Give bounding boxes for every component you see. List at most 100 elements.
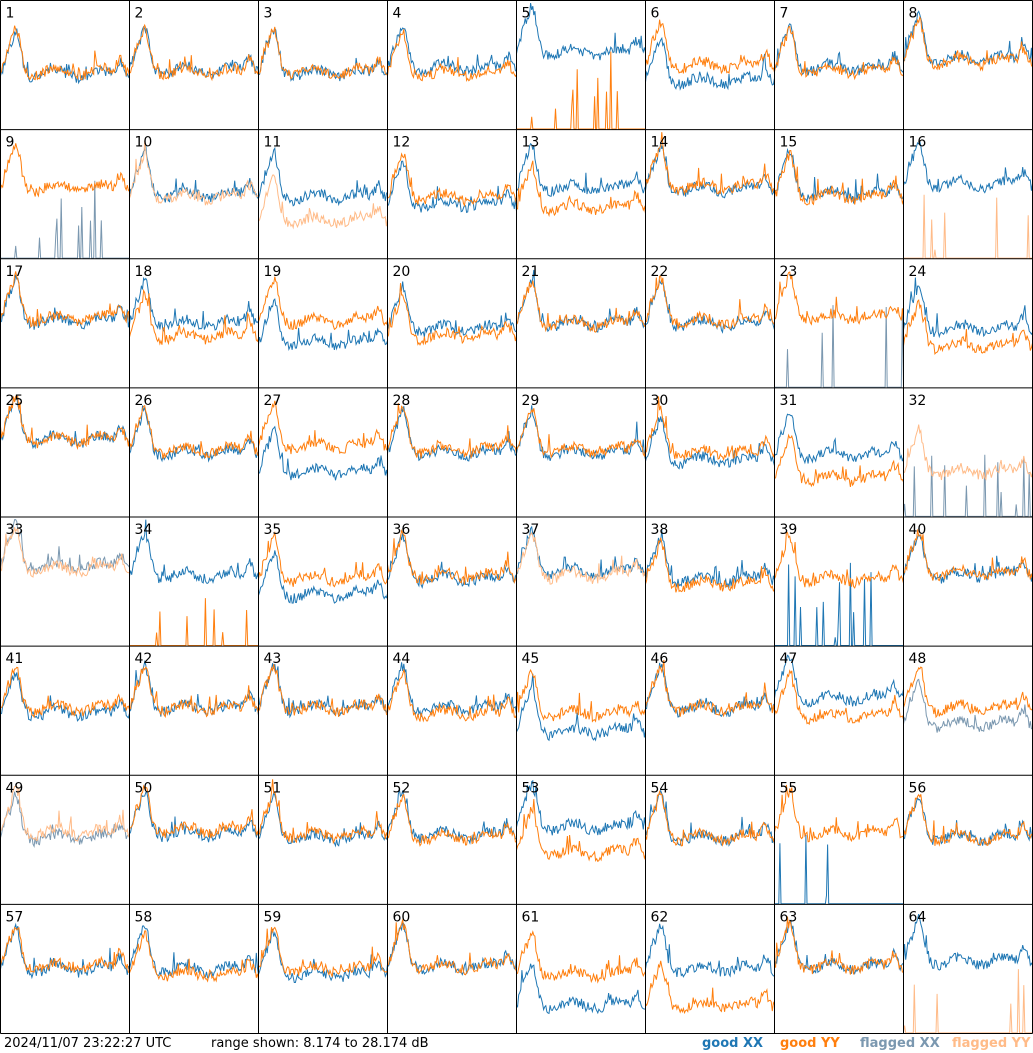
series-xx-line — [258, 550, 388, 604]
antenna-panel-16: 16 — [903, 135, 1033, 259]
series-yy-line — [387, 669, 517, 723]
antenna-panel-13: 13 — [516, 135, 646, 218]
series-yy-line — [129, 404, 259, 459]
series-xx-line — [645, 278, 775, 334]
series-yy-line — [645, 789, 775, 847]
antenna-panel-1: 1 — [0, 6, 130, 85]
series-xx-line — [516, 142, 646, 197]
panel-label: 30 — [651, 393, 669, 409]
series-xx-line — [774, 562, 904, 646]
panel-label: 4 — [393, 6, 402, 22]
series-yy-line — [903, 969, 1033, 1034]
series-yy-line — [129, 666, 259, 718]
series-xx-line — [0, 180, 130, 259]
panel-label: 60 — [393, 909, 411, 925]
antenna-panel-38: 38 — [645, 522, 775, 593]
legend-good-yy: good YY — [780, 1036, 840, 1051]
series-yy-line — [258, 26, 388, 80]
series-yy-line — [258, 926, 388, 977]
series-yy-line — [516, 668, 646, 723]
antenna-panel-44: 44 — [387, 651, 517, 723]
panel-label: 47 — [780, 651, 798, 667]
antenna-panel-54: 54 — [645, 780, 775, 847]
series-xx-line — [903, 139, 1033, 194]
series-yy-line — [258, 530, 388, 588]
panel-label: 25 — [6, 393, 24, 409]
panel-label: 37 — [522, 522, 540, 538]
series-yy-line — [387, 152, 517, 208]
panel-label: 32 — [909, 393, 927, 409]
series-yy-line — [0, 25, 130, 81]
antenna-panel-46: 46 — [645, 651, 775, 718]
series-yy-line — [129, 784, 259, 839]
series-xx-line — [387, 531, 517, 590]
antenna-panel-34: 34 — [129, 519, 259, 646]
panel-label: 18 — [135, 264, 153, 280]
series-yy-line — [387, 29, 517, 82]
panel-label: 3 — [264, 6, 273, 22]
series-yy-line — [0, 527, 130, 578]
panel-label: 9 — [6, 135, 15, 151]
series-yy-line — [0, 143, 130, 198]
series-yy-line — [387, 793, 517, 847]
antenna-panel-49: 49 — [0, 780, 130, 849]
panel-label: 52 — [393, 780, 411, 796]
panel-label: 7 — [780, 6, 789, 22]
panel-label: 34 — [135, 522, 153, 538]
panel-label: 20 — [393, 264, 411, 280]
series-yy-line — [774, 271, 904, 326]
antenna-panel-7: 7 — [774, 6, 904, 81]
panel-label: 2 — [135, 6, 144, 22]
series-yy-line — [645, 19, 775, 75]
series-yy-line — [774, 916, 904, 975]
antenna-panel-23: 23 — [774, 264, 904, 388]
antenna-panel-32: 32 — [903, 393, 1033, 517]
antenna-panel-40: 40 — [903, 522, 1033, 584]
legend-flagged-yy: flagged YY — [952, 1036, 1031, 1051]
panel-label: 36 — [393, 522, 411, 538]
panel-label: 63 — [780, 909, 798, 925]
antenna-panel-58: 58 — [129, 909, 259, 983]
series-xx-line — [516, 673, 646, 742]
footer: 2024/11/07 23:22:27 UTC range shown: 8.1… — [0, 1034, 1033, 1053]
series-xx-line — [903, 533, 1033, 584]
series-xx-line — [774, 305, 904, 388]
panel-label: 38 — [651, 522, 669, 538]
antenna-panel-4: 4 — [387, 6, 517, 82]
panel-label: 31 — [780, 393, 798, 409]
antenna-panel-37: 37 — [516, 522, 646, 585]
series-xx-line — [258, 298, 388, 352]
series-xx-line — [903, 10, 1033, 67]
series-xx-line — [903, 277, 1033, 339]
series-yy-line — [645, 396, 775, 462]
series-yy-line — [0, 395, 130, 451]
panel-label: 12 — [393, 135, 411, 151]
panel-label: 14 — [651, 135, 669, 151]
panel-label: 54 — [651, 780, 669, 796]
antenna-panel-2: 2 — [129, 6, 259, 82]
series-yy-line — [129, 23, 259, 82]
series-xx-line — [516, 405, 646, 461]
antenna-panel-21: 21 — [516, 264, 646, 333]
antenna-panel-31: 31 — [774, 393, 904, 488]
series-yy-line — [645, 659, 775, 718]
series-xx-line — [258, 663, 388, 719]
antenna-panel-15: 15 — [774, 135, 904, 206]
panel-label: 43 — [264, 651, 282, 667]
panel-label: 19 — [264, 264, 282, 280]
antenna-panel-27: 27 — [258, 393, 388, 481]
series-yy-line — [0, 666, 130, 719]
series-yy-line — [387, 403, 517, 460]
antenna-panel-45: 45 — [516, 651, 646, 742]
series-yy-line — [129, 930, 259, 983]
series-yy-line — [774, 433, 904, 488]
antenna-panel-11: 11 — [258, 135, 388, 230]
antenna-panel-29: 29 — [516, 393, 646, 461]
series-yy-line — [903, 529, 1033, 582]
panel-label: 15 — [780, 135, 798, 151]
series-yy-line — [387, 528, 517, 585]
antenna-panel-64: 64 — [903, 909, 1033, 1034]
series-yy-line — [258, 779, 388, 845]
series-yy-line — [903, 194, 1033, 259]
antenna-panel-42: 42 — [129, 651, 259, 718]
